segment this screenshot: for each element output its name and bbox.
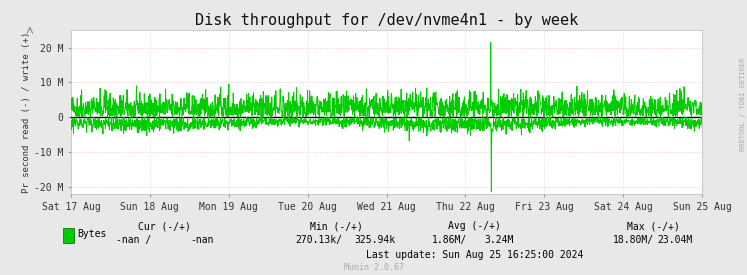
Text: -nan: -nan	[190, 235, 214, 245]
Text: 18.80M/: 18.80M/	[613, 235, 654, 245]
Text: Min (-/+): Min (-/+)	[310, 221, 362, 231]
Text: 270.13k/: 270.13k/	[295, 235, 342, 245]
Text: 23.04M: 23.04M	[657, 235, 692, 245]
Text: 325.94k: 325.94k	[355, 235, 396, 245]
Text: Max (-/+): Max (-/+)	[627, 221, 680, 231]
Title: Disk throughput for /dev/nvme4n1 - by week: Disk throughput for /dev/nvme4n1 - by we…	[195, 13, 578, 28]
Text: RRDTOOL / TOBI OETIKER: RRDTOOL / TOBI OETIKER	[740, 58, 746, 151]
Text: Last update: Sun Aug 25 16:25:00 2024: Last update: Sun Aug 25 16:25:00 2024	[366, 250, 583, 260]
Text: -nan /: -nan /	[116, 235, 151, 245]
Text: Cur (-/+): Cur (-/+)	[138, 221, 190, 231]
Text: 1.86M/: 1.86M/	[432, 235, 467, 245]
Text: Bytes: Bytes	[77, 229, 106, 239]
Y-axis label: Pr second read (-) / write (+): Pr second read (-) / write (+)	[22, 31, 31, 193]
Text: Avg (-/+): Avg (-/+)	[448, 221, 500, 231]
Text: Munin 2.0.67: Munin 2.0.67	[344, 263, 403, 272]
Text: 3.24M: 3.24M	[484, 235, 513, 245]
